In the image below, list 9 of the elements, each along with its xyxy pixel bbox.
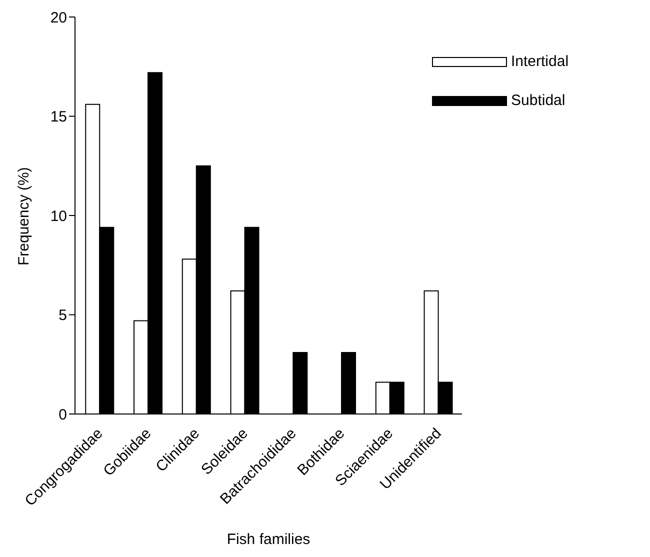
y-tick-label: 10 (50, 208, 67, 225)
legend-label: Subtidal (511, 92, 566, 109)
y-axis-title: Frequency (%) (15, 167, 32, 266)
y-tick-label: 0 (58, 406, 67, 424)
y-tick-label: 5 (58, 307, 67, 324)
legend-label: Intertidal (511, 53, 569, 70)
x-axis-title: Fish families (226, 531, 310, 548)
y-tick-label: 15 (50, 108, 67, 126)
y-tick-label: 20 (50, 9, 67, 26)
